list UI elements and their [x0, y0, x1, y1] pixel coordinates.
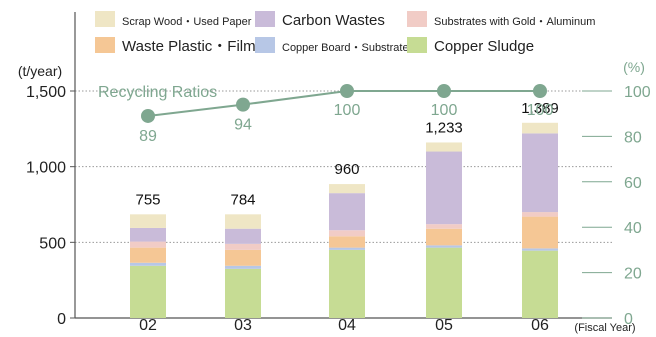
bar-segment	[225, 214, 261, 229]
bar-segment	[329, 193, 365, 231]
bar-segment	[130, 262, 166, 266]
y-tick-label-left: 500	[39, 235, 66, 252]
x-tick-label: 06	[531, 317, 549, 334]
recycling-ratio-point	[340, 84, 354, 98]
bar-segment	[130, 247, 166, 263]
bar-segment	[329, 247, 365, 250]
legend-swatch	[95, 11, 115, 27]
recycling-ratio-label: 94	[234, 117, 252, 134]
bar-segment	[329, 184, 365, 194]
y-tick-label-left: 0	[57, 311, 66, 328]
legend-swatch	[95, 37, 115, 53]
bar-segment	[225, 243, 261, 250]
bar-segment	[329, 230, 365, 237]
bar-segment	[130, 265, 166, 318]
y-tick-label-right: 100	[624, 84, 651, 101]
bar-segment	[225, 228, 261, 244]
total-label: 784	[230, 191, 255, 208]
recycling-ratio-name: Recycling Ratios	[98, 84, 217, 101]
bar-segment	[522, 216, 558, 249]
recycling-ratio-label: 89	[139, 128, 157, 145]
legend-label: Substrates with Gold・Aluminum	[434, 16, 595, 28]
recycling-ratio-point	[437, 84, 451, 98]
legend-label: Copper Board・Substrates	[282, 42, 415, 54]
y-tick-label-right: 0	[624, 311, 633, 328]
total-label: 1,389	[521, 100, 559, 117]
bar-segment	[426, 247, 462, 318]
bar-segment	[426, 142, 462, 152]
total-label: 1,233	[425, 119, 463, 136]
recycling-ratio-label: 100	[527, 102, 554, 119]
bar-segment	[225, 249, 261, 266]
recycling-ratio-label: 100	[334, 102, 361, 119]
y-tick-label-right: 80	[624, 129, 642, 146]
bar-segment	[225, 268, 261, 318]
bar-segment	[225, 265, 261, 269]
recycling-ratio-point	[141, 108, 155, 123]
x-tick-label: 03	[234, 317, 252, 334]
bar-segment	[426, 224, 462, 229]
legend-swatch	[407, 37, 427, 53]
bar-segment	[426, 151, 462, 225]
y-tick-label-right: 40	[624, 220, 642, 237]
x-tick-label: 05	[435, 317, 453, 334]
bar-segment	[130, 241, 166, 248]
y-unit-left: (t/year)	[18, 63, 62, 79]
bar-segment	[522, 250, 558, 318]
bar-segment	[522, 122, 558, 134]
y-unit-right: (%)	[623, 59, 645, 75]
legend-label: Waste Plastic・Film	[122, 38, 256, 55]
legend-swatch	[255, 37, 275, 53]
legend-swatch	[407, 11, 427, 27]
bar-segment	[329, 236, 365, 248]
bar-segment	[130, 214, 166, 228]
legend-swatch	[255, 11, 275, 27]
y-tick-label-left: 1,000	[26, 160, 66, 177]
bar-segment	[522, 212, 558, 217]
bar-segment	[522, 248, 558, 251]
x-tick-label: 04	[338, 317, 356, 334]
legend-label: Scrap Wood・Used Paper	[122, 16, 252, 28]
bar-segment	[522, 133, 558, 213]
total-label: 960	[334, 161, 359, 178]
recycling-ratio-point	[236, 97, 250, 112]
bar-segment	[329, 249, 365, 318]
legend-label: Carbon Wastes	[282, 12, 385, 29]
recycling-ratio-point	[533, 84, 547, 98]
total-label: 755	[135, 191, 160, 208]
y-tick-label-left: 1,500	[26, 84, 66, 101]
bar-segment	[426, 228, 462, 246]
x-tick-label: 02	[139, 317, 157, 334]
legend-label: Copper Sludge	[434, 38, 534, 55]
y-tick-label-right: 20	[624, 266, 642, 283]
y-tick-label-right: 60	[624, 175, 642, 192]
recycling-ratio-label: 100	[431, 102, 458, 119]
bar-segment	[130, 227, 166, 242]
bar-segment	[426, 245, 462, 248]
x-unit: (Fiscal Year)	[574, 322, 635, 334]
